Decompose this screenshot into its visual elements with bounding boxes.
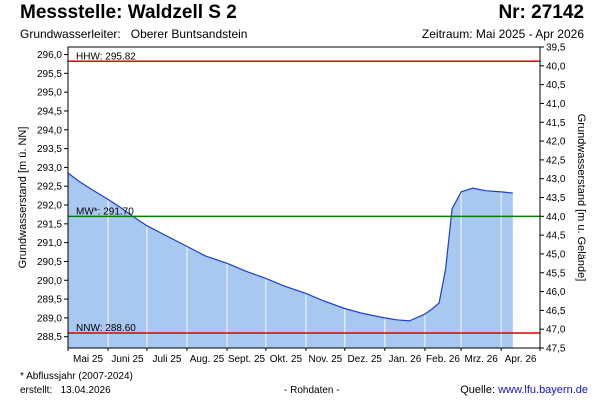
y-right-tick-label: 39,5 xyxy=(546,43,566,54)
y-right-axis-title: Grundwasserstand [m u. Gelände] xyxy=(575,114,587,282)
created-label: erstellt: xyxy=(20,385,53,396)
aquifer-info: Grundwasserleiter: Oberer Buntsandstein xyxy=(20,27,247,41)
y-left-tick-label: 292,0 xyxy=(37,201,62,212)
y-right-tick-label: 43,0 xyxy=(546,174,566,185)
y-left-tick-label: 295,0 xyxy=(37,88,62,99)
source-label: Quelle: xyxy=(460,384,496,396)
source-link[interactable]: www.lfu.bayern.de xyxy=(498,384,588,396)
y-left-tick-label: 290,0 xyxy=(37,276,62,287)
x-tick-label: Juni 25 xyxy=(111,354,144,365)
aquifer-label: Grundwasserleiter: xyxy=(20,27,121,41)
series-area xyxy=(68,173,513,348)
y-left-tick-label: 293,5 xyxy=(37,144,62,155)
x-tick-label: Aug. 25 xyxy=(190,354,225,365)
period-label: Zeitraum: Mai 2025 - Apr 2026 xyxy=(421,27,584,41)
x-tick-label: Okt. 25 xyxy=(270,354,303,365)
nnw-label: NNW: 288.60 xyxy=(76,323,136,334)
x-tick-label: Apr. 26 xyxy=(505,354,537,365)
y-left-tick-label: 294,0 xyxy=(37,125,62,136)
aquifer-value: Oberer Buntsandstein xyxy=(130,27,248,41)
y-left-tick-label: 289,0 xyxy=(37,313,62,324)
y-left-tick-label: 295,5 xyxy=(37,69,62,80)
y-right-tick-label: 41,0 xyxy=(546,99,566,110)
y-left-tick-label: 291,0 xyxy=(37,238,62,249)
y-left-tick-label: 294,5 xyxy=(37,106,62,117)
y-left-tick-label: 296,0 xyxy=(37,50,62,61)
y-right-tick-label: 46,5 xyxy=(546,306,566,317)
y-left-tick-label: 289,5 xyxy=(37,295,62,306)
y-right-tick-label: 47,0 xyxy=(546,325,566,336)
footnote: * Abflussjahr (2007-2024) xyxy=(20,371,133,382)
y-left-tick-label: 291,5 xyxy=(37,219,62,230)
y-right-tick-label: 45,5 xyxy=(546,268,566,279)
x-tick-label: Nov. 25 xyxy=(308,354,342,365)
y-right-tick-label: 43,5 xyxy=(546,193,566,204)
y-left-tick-label: 290,5 xyxy=(37,257,62,268)
mw-label: MW*: 291.70 xyxy=(76,206,134,217)
y-right-tick-label: 44,0 xyxy=(546,212,566,223)
created-info: erstellt: 13.04.2026 xyxy=(20,385,111,396)
y-right-tick-label: 46,0 xyxy=(546,287,566,298)
y-left-tick-label: 292,5 xyxy=(37,182,62,193)
y-right-tick-label: 44,5 xyxy=(546,231,566,242)
y-right-tick-label: 40,0 xyxy=(546,61,566,72)
x-tick-label: Mai 25 xyxy=(73,354,103,365)
x-tick-label: Dez. 25 xyxy=(348,354,383,365)
rawdata-label: - Rohdaten - xyxy=(284,385,340,396)
y-left-axis-title: Grundwasserstand [m ü. NN] xyxy=(17,127,29,269)
x-tick-label: Mrz. 26 xyxy=(464,354,498,365)
y-right-tick-label: 40,5 xyxy=(546,80,566,91)
y-left-tick-label: 293,0 xyxy=(37,163,62,174)
x-tick-label: Jan. 26 xyxy=(388,354,421,365)
source-info: Quelle: www.lfu.bayern.de xyxy=(460,384,588,396)
y-right-tick-label: 42,5 xyxy=(546,155,566,166)
y-left-tick-label: 288,5 xyxy=(37,332,62,343)
created-date: 13.04.2026 xyxy=(60,385,111,396)
page-title: Messstelle: Waldzell S 2 xyxy=(20,2,237,23)
hhw-label: HHW: 295.82 xyxy=(76,51,136,62)
y-right-tick-label: 42,0 xyxy=(546,137,566,148)
x-tick-label: Juli 25 xyxy=(152,354,181,365)
x-tick-label: Sept. 25 xyxy=(228,354,266,365)
station-number: Nr: 27142 xyxy=(498,2,584,23)
x-tick-label: Feb. 26 xyxy=(426,354,460,365)
y-right-tick-label: 41,5 xyxy=(546,118,566,129)
y-right-tick-label: 47,5 xyxy=(546,344,566,355)
y-right-tick-label: 45,0 xyxy=(546,249,566,260)
